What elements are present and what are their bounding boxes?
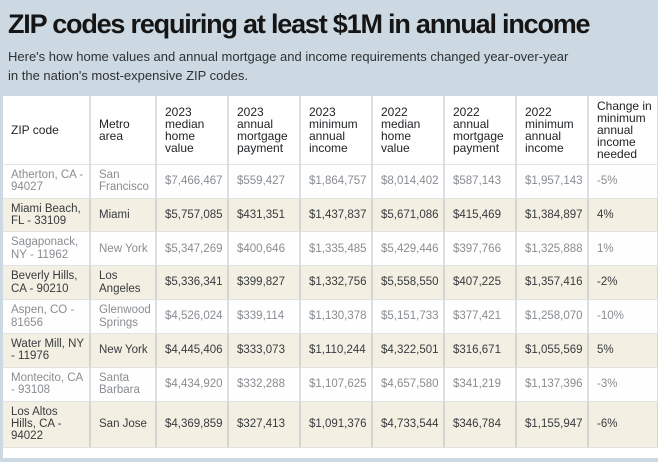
page-subtitle: Here's how home values and annual mortga… <box>8 49 569 83</box>
table-cell: $400,646 <box>229 232 301 267</box>
table-cell: 4% <box>589 198 658 233</box>
table-cell: $1,325,888 <box>517 232 589 267</box>
table-cell: -10% <box>589 300 658 334</box>
table-cell: $377,421 <box>445 300 517 334</box>
table-cell: $4,322,501 <box>373 333 445 368</box>
table-row: Sagaponack, NY - 11962 New York $5,347,269… <box>3 232 658 267</box>
table-cell: $1,137,396 <box>517 367 589 402</box>
table-cell: -6% <box>589 401 658 448</box>
table-cell: $1,258,070 <box>517 300 589 334</box>
column-header: 2022 median home value <box>373 95 445 165</box>
table-cell: -5% <box>589 164 658 199</box>
table-cell: $1,091,376 <box>301 401 373 448</box>
table-cell: $1,155,947 <box>517 401 589 448</box>
table-cell: $1,110,244 <box>301 333 373 368</box>
table-cell: $1,130,378 <box>301 300 373 334</box>
table-cell: $399,827 <box>229 266 301 301</box>
table-cell: $1,957,143 <box>517 164 589 199</box>
table-row: Atherton, CA - 94027 San Francisco $7,466,… <box>3 164 658 199</box>
zip-code-cell: Sagaponack, NY - 11962 <box>3 232 91 267</box>
header-row: ZIP code Metro area 2023 median home value… <box>3 95 658 165</box>
table-body: Atherton, CA - 94027 San Francisco $7,466,… <box>3 164 658 448</box>
table-header: ZIP code Metro area 2023 median home value… <box>3 95 658 165</box>
table-row: Beverly Hills, CA - 90210 Los Angeles $5,3… <box>3 266 658 301</box>
table-cell: -2% <box>589 266 658 301</box>
table-cell: $1,107,625 <box>301 367 373 402</box>
table-cell: San Jose <box>91 401 157 448</box>
zip-code-cell: Water Mill, NY - 11976 <box>3 333 91 368</box>
table-cell: $1,335,485 <box>301 232 373 267</box>
table-cell: $1,357,416 <box>517 266 589 301</box>
table-cell: $4,369,859 <box>157 401 229 448</box>
table-row: Montecito, CA - 93108 Santa Barbara $4,434… <box>3 367 658 402</box>
table-cell: $5,347,269 <box>157 232 229 267</box>
table-cell: $407,225 <box>445 266 517 301</box>
table-cell: $8,014,402 <box>373 164 445 199</box>
table-cell: $1,437,837 <box>301 198 373 233</box>
table-cell: $4,526,024 <box>157 300 229 334</box>
table-cell: $333,073 <box>229 333 301 368</box>
table-cell: $415,469 <box>445 198 517 233</box>
table-cell: Miami <box>91 198 157 233</box>
column-header: Change in minimum annual income needed <box>589 95 658 165</box>
table-cell: $5,757,085 <box>157 198 229 233</box>
zip-code-cell: Los Altos Hills, CA - 94022 <box>3 401 91 448</box>
table-cell: $587,143 <box>445 164 517 199</box>
table-cell: $5,558,550 <box>373 266 445 301</box>
column-header: 2023 minimum annual income <box>301 95 373 165</box>
table-cell: $5,151,733 <box>373 300 445 334</box>
table-cell: $559,427 <box>229 164 301 199</box>
table-cell: $7,466,467 <box>157 164 229 199</box>
table-cell: $431,351 <box>229 198 301 233</box>
table-cell: $4,445,406 <box>157 333 229 368</box>
table-cell: $4,733,544 <box>373 401 445 448</box>
table-cell: $332,288 <box>229 367 301 402</box>
table-cell: $1,055,569 <box>517 333 589 368</box>
zip-income-table: ZIP code Metro area 2023 median home value… <box>3 95 658 448</box>
table-cell: $341,219 <box>445 367 517 402</box>
table-cell: 5% <box>589 333 658 368</box>
table-cell: $1,864,757 <box>301 164 373 199</box>
column-header: 2023 annual mortgage payment <box>229 95 301 165</box>
table-cell: New York <box>91 232 157 267</box>
zip-code-cell: Montecito, CA - 93108 <box>3 367 91 402</box>
table-cell: $4,657,580 <box>373 367 445 402</box>
table-cell: $5,671,086 <box>373 198 445 233</box>
table-row: Aspen, CO - 81656 Glenwood Springs $4,526,… <box>3 300 658 334</box>
zip-code-cell: Atherton, CA - 94027 <box>3 164 91 199</box>
table-cell: $4,434,920 <box>157 367 229 402</box>
column-header: ZIP code <box>3 95 91 165</box>
table-cell: San Francisco <box>91 164 157 199</box>
table-cell: $1,384,897 <box>517 198 589 233</box>
table-bottom-sliver <box>3 447 658 458</box>
table-row: Miami Beach, FL - 33109 Miami $5,757,085 $4… <box>3 198 658 233</box>
table-cell: $5,429,446 <box>373 232 445 267</box>
column-header: Metro area <box>91 95 157 165</box>
zip-code-cell: Miami Beach, FL - 33109 <box>3 198 91 233</box>
table-row: Water Mill, NY - 11976 New York $4,445,406… <box>3 333 658 368</box>
column-header: 2022 minimum annual income <box>517 95 589 165</box>
table-cell: Santa Barbara <box>91 367 157 402</box>
table-row: Los Altos Hills, CA - 94022 San Jose $4,36… <box>3 401 658 448</box>
page-title: ZIP codes requiring at least $1M in annu… <box>8 9 591 39</box>
table-cell: $327,413 <box>229 401 301 448</box>
table-cell: $346,784 <box>445 401 517 448</box>
column-header: 2022 annual mortgage payment <box>445 95 517 165</box>
table-cell: -3% <box>589 367 658 402</box>
table-cell: Glenwood Springs <box>91 300 157 334</box>
table-cell: $1,332,756 <box>301 266 373 301</box>
table-cell: $316,671 <box>445 333 517 368</box>
table-cell: Los Angeles <box>91 266 157 301</box>
table-cell: 1% <box>589 232 658 267</box>
table-cell: $339,114 <box>229 300 301 334</box>
zip-code-cell: Beverly Hills, CA - 90210 <box>3 266 91 301</box>
column-header: 2023 median home value <box>157 95 229 165</box>
zip-code-cell: Aspen, CO - 81656 <box>3 300 91 334</box>
table-cell: New York <box>91 333 157 368</box>
table-cell: $5,336,341 <box>157 266 229 301</box>
table-cell: $397,766 <box>445 232 517 267</box>
